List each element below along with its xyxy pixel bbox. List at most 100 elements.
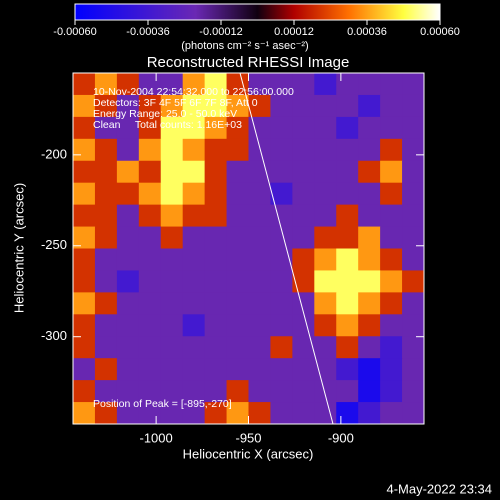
heat-cell	[226, 358, 249, 381]
heat-cell	[358, 402, 381, 425]
heat-cell	[94, 336, 118, 359]
heat-cell	[292, 116, 315, 140]
heat-cell	[160, 204, 184, 228]
heat-cell	[314, 336, 337, 359]
heat-cell	[402, 94, 425, 118]
colorbar-tick-label: -0.00036	[126, 26, 169, 38]
heat-cell	[94, 204, 118, 228]
heat-cell	[182, 292, 206, 315]
heat-cell	[182, 380, 206, 403]
heat-cell	[204, 336, 228, 359]
heat-cell	[226, 182, 249, 206]
heat-cell	[270, 292, 293, 315]
heat-cell	[270, 270, 293, 293]
heat-cell	[138, 248, 162, 271]
heat-cell	[248, 292, 271, 315]
footer-date: 4-May-2022 23:34	[386, 481, 492, 496]
heat-cell	[116, 248, 140, 271]
heat-cell	[182, 248, 206, 271]
heat-cell	[336, 73, 359, 96]
heat-cell	[226, 292, 249, 315]
heat-cell	[182, 270, 206, 293]
heat-cell	[182, 73, 206, 96]
heat-cell	[314, 204, 337, 228]
heat-cell	[116, 73, 140, 96]
heat-cell	[270, 160, 293, 184]
heat-cell	[73, 73, 96, 96]
heat-cell	[314, 73, 337, 96]
heat-cell	[270, 402, 293, 425]
heat-cell	[358, 336, 381, 359]
heat-cell	[380, 226, 403, 249]
heat-cell	[248, 94, 271, 118]
heat-cell	[226, 314, 249, 337]
heat-cell	[358, 182, 381, 206]
heat-cell	[116, 314, 140, 337]
heat-cell	[160, 160, 184, 184]
heat-cell	[226, 248, 249, 271]
heat-cell	[336, 94, 359, 118]
heat-cell	[336, 248, 359, 271]
heat-cell	[160, 248, 184, 271]
heat-cell	[248, 270, 271, 293]
annotation: Detectors: 3F 4F 5F 6F 7F 8F, Att 0	[93, 97, 258, 109]
heat-cell	[336, 226, 359, 249]
heat-cell	[94, 248, 118, 271]
heat-cell	[160, 270, 184, 293]
y-tick-label: -200	[41, 146, 67, 161]
heat-cell	[116, 292, 140, 315]
heat-cell	[204, 270, 228, 293]
heat-cell	[138, 138, 162, 162]
heat-cell	[336, 402, 359, 425]
heat-cell	[402, 292, 425, 315]
heat-cell	[73, 380, 96, 403]
heat-cell	[138, 358, 162, 381]
heat-cell	[270, 204, 293, 228]
heat-cell	[94, 314, 118, 337]
heat-cell	[380, 204, 403, 228]
heat-cell	[116, 160, 140, 184]
heat-cell	[73, 402, 96, 425]
heat-cell	[336, 380, 359, 403]
heat-cell	[314, 226, 337, 249]
heat-cell	[336, 270, 359, 293]
heat-cell	[204, 204, 228, 228]
heat-cell	[402, 336, 425, 359]
heat-cell	[270, 226, 293, 249]
heat-cell	[138, 94, 162, 118]
heat-cell	[182, 204, 206, 228]
heat-cell	[160, 292, 184, 315]
heat-cell	[94, 73, 118, 96]
heat-cell	[204, 358, 228, 381]
heat-cell	[204, 314, 228, 337]
heat-cell	[138, 380, 162, 403]
heat-cell	[380, 270, 403, 293]
heat-cell	[226, 226, 249, 249]
heat-cell	[380, 138, 403, 162]
heat-cell	[160, 380, 184, 403]
heat-cell	[226, 73, 249, 96]
heat-cell	[204, 402, 228, 425]
heat-cell	[204, 116, 228, 140]
heat-cell	[248, 226, 271, 249]
heat-cell	[314, 380, 337, 403]
heat-cell	[138, 160, 162, 184]
heat-cell	[73, 358, 96, 381]
heat-cell	[226, 380, 249, 403]
heat-cell	[73, 182, 96, 206]
annotation: Position of Peak = [-895,-270]	[93, 398, 232, 410]
heat-cell	[116, 94, 140, 118]
heat-cell	[402, 226, 425, 249]
heat-cell	[292, 248, 315, 271]
heat-cell	[116, 336, 140, 359]
heat-cell	[402, 248, 425, 271]
heat-cell	[182, 116, 206, 140]
heat-cell	[336, 138, 359, 162]
heat-cell	[358, 160, 381, 184]
heat-cell	[336, 160, 359, 184]
chart-title: Reconstructed RHESSI Image	[147, 54, 350, 71]
heat-cell	[380, 358, 403, 381]
heat-cell	[380, 402, 403, 425]
heat-cell	[336, 204, 359, 228]
